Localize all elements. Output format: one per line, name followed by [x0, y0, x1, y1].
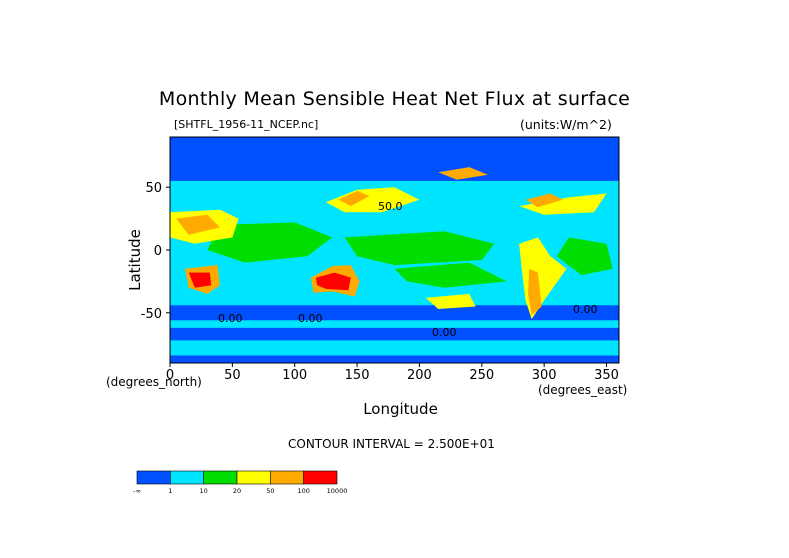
gulfstream-orange	[525, 193, 563, 208]
tropical-green-atlantic	[556, 237, 613, 276]
north-america-arctic	[407, 143, 570, 175]
colorbar-tick-label: 20	[233, 487, 241, 495]
y-axis-unit: (degrees_north)	[106, 375, 202, 389]
sahara-orange	[176, 214, 220, 235]
band-southern-ocean-1	[170, 327, 619, 341]
y-tick-label: 0	[154, 244, 162, 259]
x-tick-label: 50	[224, 368, 241, 383]
colorbar-swatch	[270, 470, 304, 485]
tropical-green-south-pacific	[394, 262, 507, 288]
y-tick-label: 50	[145, 181, 162, 196]
kalahari-red	[188, 272, 212, 288]
colorbar-tick-label: 10000	[327, 487, 348, 495]
x-tick-label: 0	[166, 368, 174, 383]
colorbar-tick-label: 100	[297, 487, 309, 495]
x-tick-label: 100	[282, 368, 307, 383]
contour-label: 0.00	[218, 312, 243, 325]
colorbar-swatch	[170, 470, 204, 485]
kuroshio-orange	[338, 191, 370, 207]
contour-label: 0.00	[298, 312, 323, 325]
colorbar-swatch	[203, 470, 238, 485]
dataset-filename: [SHTFL_1956-11_NCEP.nc]	[174, 118, 319, 131]
x-axis-label: Longitude	[363, 400, 438, 418]
band-southern-ocean-2	[170, 305, 619, 321]
map-layer	[170, 137, 619, 363]
colorbar-tick-label: 10	[200, 487, 208, 495]
x-tick-label: 200	[407, 368, 432, 383]
kuroshio-yellow	[325, 187, 420, 213]
australia-red	[315, 272, 351, 291]
gulfstream-yellow	[519, 193, 607, 215]
contour-label: 0.00	[432, 326, 457, 339]
chart-title: Monthly Mean Sensible Heat Net Flux at s…	[158, 88, 631, 110]
colorbar-swatch	[136, 470, 171, 485]
contour-label: 50.0	[378, 200, 403, 213]
tropical-green-indian	[207, 222, 333, 263]
units-label: (units:W/m^2)	[520, 117, 612, 132]
north-continents	[170, 139, 395, 173]
south-pacific-yellow	[425, 293, 476, 309]
colorbar-tick-label: 50	[266, 487, 274, 495]
x-tick-label: 150	[345, 368, 370, 383]
contour-interval-label: CONTOUR INTERVAL = 2.500E+01	[288, 437, 495, 451]
contour-label: 0.00	[573, 303, 598, 316]
band-antarctic-ice	[170, 355, 619, 363]
x-tick-label: 350	[594, 368, 619, 383]
x-tick-label: 250	[469, 368, 494, 383]
colorbar-swatch	[303, 470, 338, 485]
colorbar-tick-label: 1	[168, 487, 172, 495]
colorbar-swatch	[236, 470, 271, 485]
alaska-orange	[438, 167, 488, 180]
x-tick-label: 300	[532, 368, 557, 383]
y-tick-label: -50	[141, 307, 162, 322]
tropical-green-pacific	[344, 231, 495, 266]
x-axis-unit: (degrees_east)	[538, 383, 628, 397]
andes-orange	[528, 268, 542, 316]
colorbar-tick-label: -∞	[133, 487, 141, 495]
